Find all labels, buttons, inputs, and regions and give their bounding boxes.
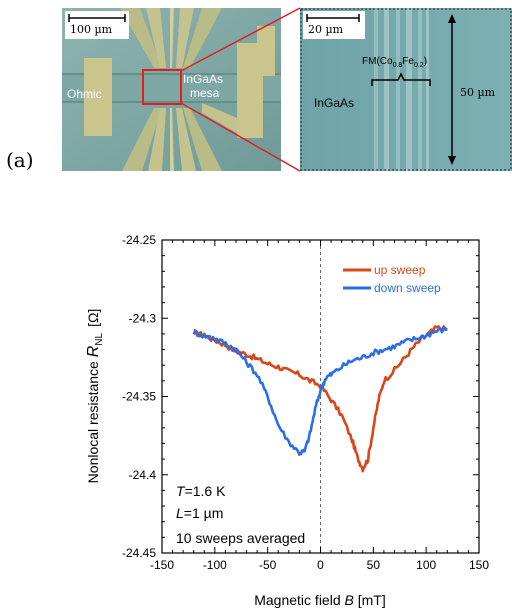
annotation-averaging: 10 sweeps averaged xyxy=(176,530,305,546)
x-tick-label: 50 xyxy=(367,558,381,572)
y-tick-label: -24.35 xyxy=(122,390,156,404)
scale-bar-left xyxy=(68,14,126,22)
y-axis-label: Nonlocal resistance RNL[Ω] xyxy=(85,309,105,484)
series-line-up-sweep xyxy=(193,325,448,473)
x-tick-label: 100 xyxy=(416,558,436,572)
legend: up sweep down sweep xyxy=(343,263,441,295)
annotation-temperature: T=1.6 K xyxy=(176,483,226,499)
label-ingaas: InGaAs xyxy=(314,96,355,110)
chart: -150 -100 -50 0 50 100 150 -24.45 -24.4 -24.35 -24… xyxy=(85,233,489,608)
x-axis-label: Magnetic field B [mT] xyxy=(254,592,386,608)
label-height: 50 µm xyxy=(460,86,496,99)
y-tick-label: -24.3 xyxy=(129,311,157,325)
scale-bar-right-label: 20 µm xyxy=(308,23,344,36)
y-tick-label: -24.45 xyxy=(122,546,156,560)
y-tick-label: -24.25 xyxy=(122,233,156,247)
plot-frame xyxy=(161,239,480,554)
label-fm: FM(Co0.8Fe0.2) xyxy=(362,56,428,69)
legend-label-down: down sweep xyxy=(374,281,441,295)
label-ohmic: Ohmic xyxy=(67,87,102,101)
x-tick-label: -100 xyxy=(203,558,227,572)
series-line-down-sweep xyxy=(192,326,448,456)
micrograph-left: 100 µm Ohmic InGaAs mesa xyxy=(62,8,281,171)
label-ingaas-mesa-line2: mesa xyxy=(190,86,220,100)
x-tick-label: -150 xyxy=(150,558,174,572)
scale-bar-right xyxy=(306,14,360,22)
annotation-length: L=1 µm xyxy=(176,505,223,521)
label-ingaas-mesa-line1: InGaAs xyxy=(183,72,224,86)
panel-label: (a) xyxy=(6,148,34,172)
x-tick-label: 0 xyxy=(317,558,324,572)
x-tick-label: -50 xyxy=(259,558,277,572)
scale-bar-left-label: 100 µm xyxy=(70,23,113,36)
legend-label-up: up sweep xyxy=(374,263,426,277)
x-tick-label: 150 xyxy=(469,558,489,572)
y-tick-label: -24.4 xyxy=(129,468,157,482)
micrograph-right: 20 µm FM(Co0.8Fe0.2) InGaAs 50 µm xyxy=(300,8,512,171)
zoom-connector xyxy=(180,7,301,172)
